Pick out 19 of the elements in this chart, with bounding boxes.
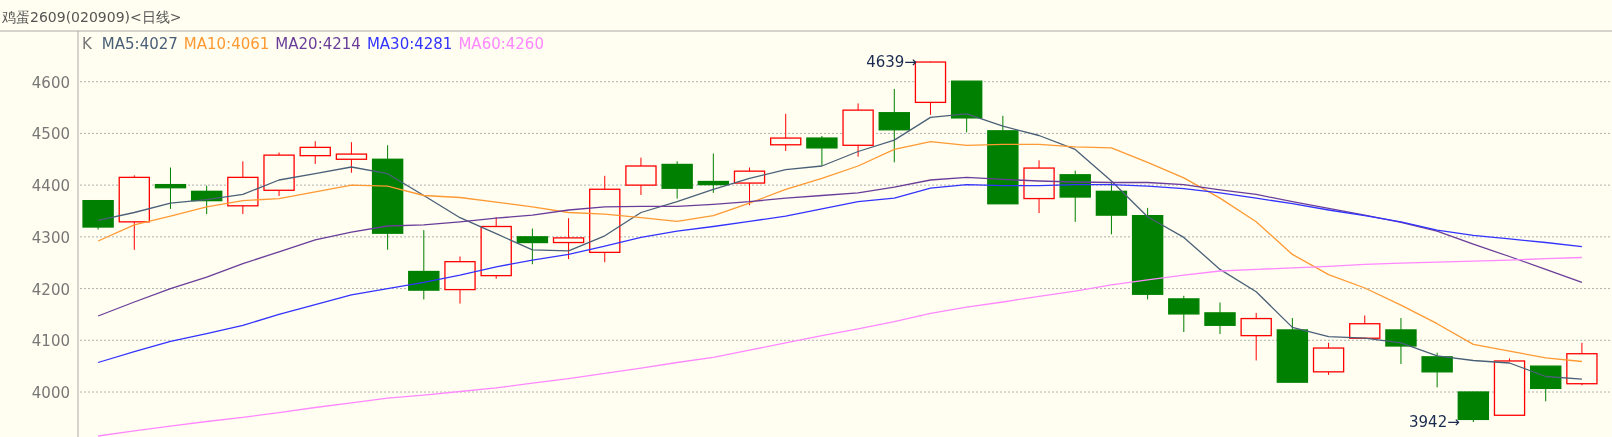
y-tick-label: 4100 bbox=[31, 332, 70, 351]
text: MA20:4214 bbox=[275, 35, 361, 53]
text: MA30:4281 bbox=[366, 35, 453, 53]
y-tick-label: 4500 bbox=[31, 125, 70, 144]
line-series bbox=[97, 256, 1583, 437]
text: MA60:4260 bbox=[458, 35, 544, 53]
annotation: K bbox=[82, 35, 93, 53]
y-tick-label: 4400 bbox=[31, 177, 70, 196]
line-series bbox=[97, 176, 1583, 317]
y-tick-label: 4000 bbox=[31, 384, 70, 402]
chart-title: 鸡蛋2609(020909)<日线> bbox=[1, 9, 182, 25]
y-tick-label: 4200 bbox=[31, 280, 70, 299]
y-tick-label: 4600 bbox=[31, 73, 70, 92]
annotation: 3942→ bbox=[1409, 413, 1460, 431]
line-series bbox=[97, 183, 1583, 364]
annotation: 4639→ bbox=[866, 52, 917, 71]
text: MA5:4027 bbox=[101, 35, 178, 53]
y-tick-label: 4300 bbox=[31, 228, 70, 247]
text: MA10:4061 bbox=[183, 35, 270, 53]
